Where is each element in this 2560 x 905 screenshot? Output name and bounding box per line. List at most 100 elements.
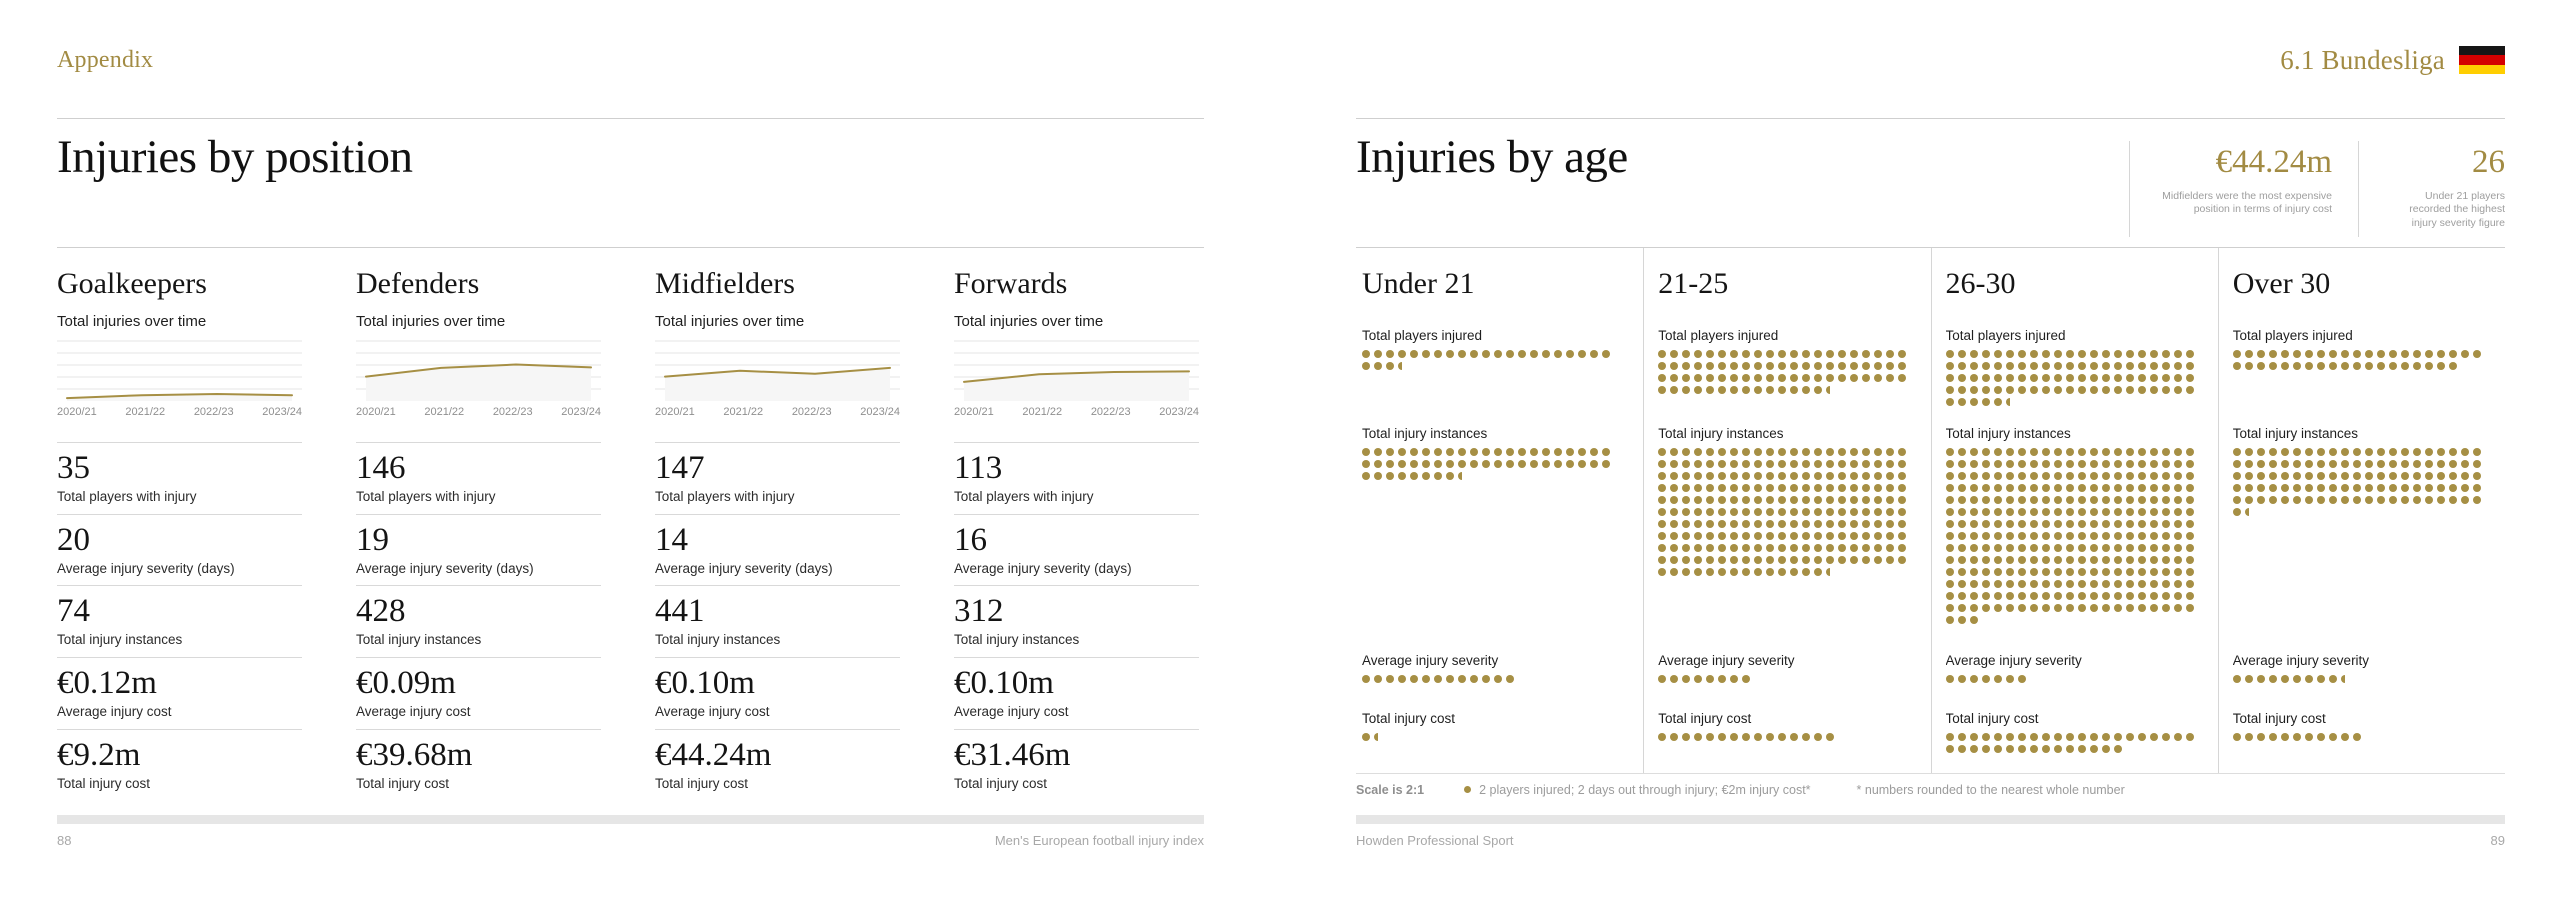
x-tick: 2021/22 (1022, 405, 1063, 418)
stat-avg-cost: €0.10m Average injury cost (954, 657, 1199, 729)
footer-text: Men's European football injury index (994, 833, 1204, 848)
stat-value: €44.24m (655, 737, 772, 774)
dot-matrix-instances (2232, 447, 2486, 520)
stat-label: Average injury severity (days) (57, 560, 235, 576)
stat-label: Average injury cost (356, 704, 471, 720)
section-total-instances: Total injury instances (1362, 426, 1643, 653)
section-label: Total injury cost (1945, 710, 2039, 726)
dot-matrix-players (1362, 349, 1615, 374)
x-tick: 2020/21 (356, 405, 396, 418)
stat-label: Total injury instances (655, 632, 781, 648)
callout-stats: €44.24m Midfielders were the most expens… (2129, 141, 2505, 237)
stat-list: 147 Total players with injury 14 Average… (655, 441, 900, 801)
footer-bar (1356, 815, 2505, 824)
stat-total-cost: €9.2m Total injury cost (57, 729, 302, 801)
column-defenders: Defenders Total injuries over time 2020/… (356, 248, 601, 801)
stat-value: €9.2m (57, 737, 141, 774)
x-tick: 2023/24 (860, 405, 900, 418)
section-label: Total injury instances (2232, 425, 2359, 441)
section-label: Total injury cost (1658, 710, 1752, 726)
x-tick: 2023/24 (262, 405, 302, 418)
column-title: Midfielders (655, 267, 795, 300)
section-label: Total injury cost (1362, 710, 1456, 726)
legend-text: 2 players injured; 2 days out through in… (1479, 782, 1811, 797)
stat-value: 312 (954, 593, 1004, 630)
section-avg-severity: Average injury severity (1945, 652, 2218, 711)
column-forwards: Forwards Total injuries over time 2020/2… (954, 248, 1199, 801)
page-number: 88 (57, 833, 72, 848)
stat-value: 146 (356, 449, 406, 486)
page-number: 89 (2490, 833, 2505, 848)
stat-label: Total players with injury (57, 488, 197, 504)
sparkline-chart (655, 337, 900, 403)
stat-total-instances: 428 Total injury instances (356, 585, 601, 657)
sparkline-chart (57, 337, 302, 403)
section-label: Average injury severity (1945, 652, 2082, 668)
stat-value: 113 (954, 449, 1003, 486)
x-tick: 2022/23 (1090, 405, 1131, 418)
stat-list: 146 Total players with injury 19 Average… (356, 441, 601, 801)
section-label: 6.1 Bundesliga (2280, 44, 2445, 75)
callout-caption: Under 21 players recorded the highest in… (2409, 189, 2505, 229)
stat-avg-severity: 14 Average injury severity (days) (655, 513, 900, 586)
chart-label: Total injuries over time (954, 312, 1104, 330)
stat-label: Total injury instances (954, 632, 1080, 648)
section-total-cost: Total injury cost (2232, 710, 2505, 773)
stat-value: 35 (57, 449, 90, 486)
stat-value: 441 (655, 593, 705, 630)
column-midfielders: Midfielders Total injuries over time 202… (655, 248, 900, 801)
stat-label: Total injury cost (356, 776, 450, 792)
section-avg-severity: Average injury severity (1658, 653, 1930, 711)
section-avg-severity: Average injury severity (1362, 653, 1643, 711)
stat-value: €0.10m (954, 665, 1054, 702)
right-header-rule (1356, 118, 2505, 119)
stat-total-instances: 74 Total injury instances (57, 585, 302, 657)
section-label: Average injury severity (1362, 652, 1499, 668)
section-total-players: Total players injured (2232, 328, 2505, 426)
stat-total-players: 113 Total players with injury (954, 441, 1199, 514)
stat-value: 74 (57, 593, 90, 630)
column-under-21: Under 21 Total players injured Total inj… (1356, 248, 1643, 773)
right-columns-rule (1356, 247, 2505, 248)
right-header-row: Injuries by age €44.24m Midfielders were… (1356, 119, 2505, 247)
stat-avg-cost: €0.09m Average injury cost (356, 657, 601, 729)
x-axis-labels: 2020/21 2021/22 2022/23 2023/24 (954, 406, 1199, 418)
section-label: Total injury cost (2232, 710, 2326, 726)
section-label: Total injury instances (1658, 425, 1784, 441)
stat-avg-severity: 16 Average injury severity (days) (954, 513, 1199, 586)
chart-label: Total injuries over time (57, 312, 207, 330)
x-tick: 2022/23 (791, 405, 832, 418)
stat-value: 20 (57, 521, 90, 558)
section-label: Total players injured (1362, 327, 1483, 343)
section-total-players: Total players injured (1945, 328, 2218, 426)
column-goalkeepers: Goalkeepers Total injuries over time 202… (57, 248, 302, 801)
stat-value: 16 (954, 521, 987, 558)
dot-matrix-severity (2232, 674, 2486, 687)
x-tick: 2022/23 (193, 405, 234, 418)
x-axis-labels: 2020/21 2021/22 2022/23 2023/24 (57, 406, 302, 418)
stat-label: Total injury instances (356, 632, 482, 648)
sparkline-chart (356, 337, 601, 403)
stat-value: 147 (655, 449, 705, 486)
page-title: Injuries by age (1356, 131, 1628, 183)
dot-matrix-cost (1658, 732, 1911, 745)
section-label: Total injury instances (1362, 425, 1488, 441)
position-columns: Goalkeepers Total injuries over time 202… (57, 248, 1204, 801)
left-eyebrow-row: Appendix (57, 46, 1204, 74)
right-page-footer: Howden Professional Sport 89 (1356, 833, 2505, 848)
left-page-footer: 88 Men's European football injury index (57, 833, 1204, 848)
stat-total-cost: €44.24m Total injury cost (655, 729, 900, 801)
stat-value: €0.12m (57, 665, 157, 702)
stat-avg-cost: €0.10m Average injury cost (655, 657, 900, 729)
left-columns-rule (57, 247, 1204, 248)
stat-label: Average injury cost (655, 704, 770, 720)
scale-legend: Scale is 2:1 2 players injured; 2 days o… (1356, 772, 2505, 797)
germany-flag-icon (2459, 46, 2505, 74)
section-total-instances: Total injury instances (1658, 426, 1930, 653)
section-avg-severity: Average injury severity (2232, 653, 2505, 711)
stat-total-players: 147 Total players with injury (655, 441, 900, 514)
x-tick: 2021/22 (723, 405, 764, 418)
section-label: Average injury severity (1658, 652, 1795, 668)
left-header-rule (57, 118, 1204, 119)
